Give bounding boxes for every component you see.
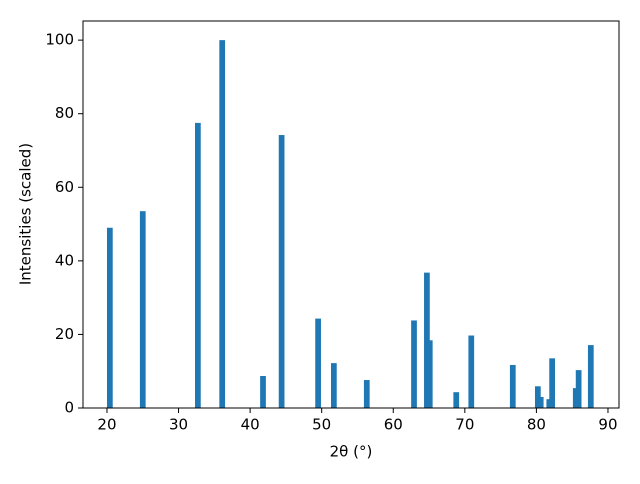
bar <box>587 345 594 408</box>
bar <box>426 340 433 408</box>
y-tick-label: 60 <box>55 178 74 196</box>
bar <box>509 364 516 408</box>
x-tick-label: 30 <box>169 416 188 434</box>
y-tick-label: 0 <box>64 399 74 417</box>
bar <box>219 40 226 409</box>
bar <box>549 358 556 408</box>
x-tick-label: 60 <box>384 416 403 434</box>
y-tick-label: 40 <box>55 251 74 269</box>
x-tick-label: 80 <box>527 416 546 434</box>
y-tick-label: 20 <box>55 325 74 343</box>
bar <box>546 399 553 408</box>
y-tick-label: 100 <box>45 31 74 49</box>
plot-frame <box>82 20 620 409</box>
bar <box>572 388 579 408</box>
y-axis-label: Intensities (scaled) <box>17 143 35 285</box>
bar <box>468 335 475 408</box>
bar <box>315 318 321 408</box>
bar <box>363 380 370 408</box>
x-tick-label: 90 <box>598 416 617 434</box>
bar <box>411 320 417 408</box>
bar <box>106 227 113 408</box>
bar <box>453 392 460 408</box>
bar <box>278 135 285 408</box>
x-tick-label: 40 <box>241 416 260 434</box>
x-tick-label: 70 <box>455 416 474 434</box>
bar <box>424 272 430 408</box>
x-tick-label: 20 <box>97 416 116 434</box>
bar <box>330 363 337 408</box>
x-axis-label: 2θ (°) <box>330 443 373 461</box>
y-tick-label: 80 <box>55 104 74 122</box>
bar <box>575 370 582 408</box>
bar <box>260 375 266 408</box>
bar <box>139 211 146 408</box>
x-tick-label: 50 <box>312 416 331 434</box>
bar <box>537 396 544 408</box>
bar <box>195 122 201 408</box>
